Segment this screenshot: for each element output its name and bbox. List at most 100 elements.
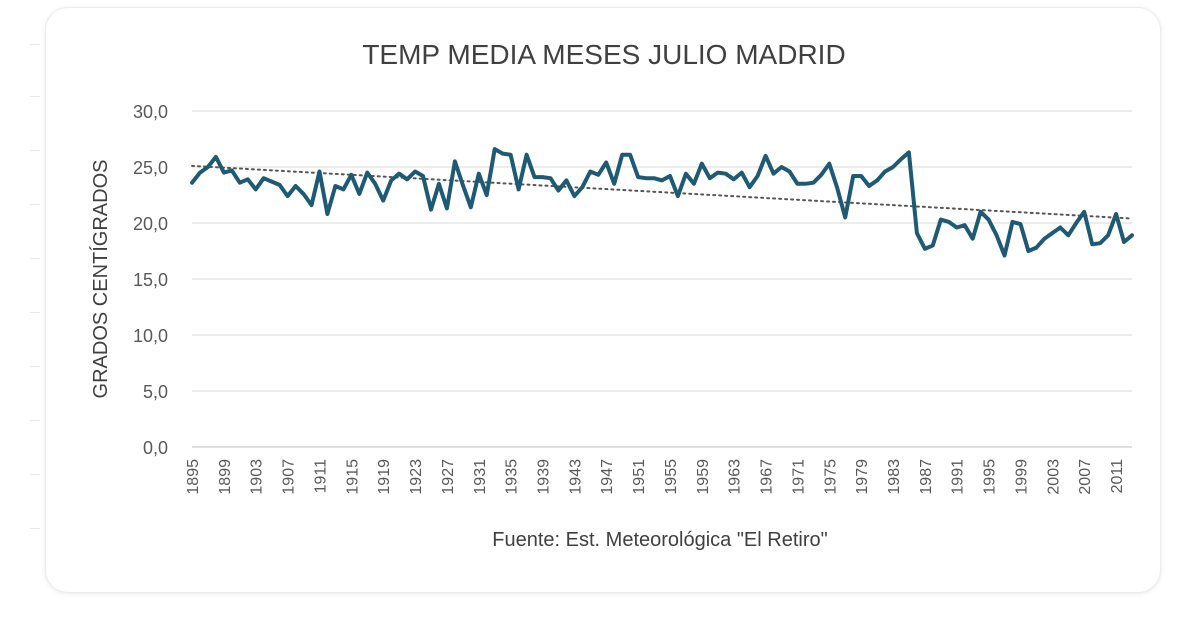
- data-point: [325, 212, 329, 216]
- data-point: [357, 192, 361, 196]
- data-point: [1074, 221, 1078, 225]
- sheet-gridline: [30, 96, 40, 97]
- data-point: [270, 180, 274, 184]
- sheet-gridline: [30, 366, 40, 367]
- data-point: [867, 184, 871, 188]
- x-tick-label: 1911: [312, 459, 329, 494]
- data-point: [596, 173, 600, 177]
- data-point: [262, 176, 266, 180]
- x-tick-label: 1967: [759, 459, 776, 495]
- y-tick-label: 5,0: [143, 382, 168, 402]
- data-point: [939, 218, 943, 222]
- data-point: [572, 194, 576, 198]
- data-point: [413, 170, 417, 174]
- data-point: [620, 153, 624, 157]
- data-point: [979, 210, 983, 214]
- data-point: [333, 184, 337, 188]
- data-point: [604, 161, 608, 165]
- series-line: [190, 147, 1134, 258]
- data-point: [405, 177, 409, 181]
- data-point: [533, 175, 537, 179]
- x-tick-label: 1959: [695, 459, 712, 495]
- data-point: [238, 181, 242, 185]
- data-point: [628, 153, 632, 157]
- x-tick-label: 1995: [982, 459, 999, 495]
- x-tick-label: 1943: [567, 459, 584, 495]
- data-point: [772, 172, 776, 176]
- data-point: [995, 233, 999, 237]
- data-point: [525, 153, 529, 157]
- data-point: [788, 170, 792, 174]
- data-point: [1050, 231, 1054, 235]
- data-point: [732, 177, 736, 181]
- x-tick-label: 1919: [376, 459, 393, 495]
- data-point: [477, 172, 481, 176]
- data-point: [445, 206, 449, 210]
- data-point: [206, 165, 210, 169]
- data-point: [437, 182, 441, 186]
- data-point: [580, 185, 584, 189]
- data-point: [748, 185, 752, 189]
- x-tick-label: 1991: [950, 459, 967, 495]
- data-point: [644, 176, 648, 180]
- data-point: [780, 165, 784, 169]
- x-tick-label: 1923: [408, 459, 425, 495]
- x-tick-label: 2003: [1045, 459, 1062, 495]
- data-point: [971, 237, 975, 241]
- data-point: [1098, 241, 1102, 245]
- y-axis-ticks: 0,0 5,0 10,0 15,0 20,0 25,0 30,0: [133, 102, 168, 458]
- data-point: [931, 243, 935, 247]
- data-point: [429, 208, 433, 212]
- data-point: [708, 176, 712, 180]
- data-point: [294, 184, 298, 188]
- data-point: [716, 171, 720, 175]
- data-point: [963, 223, 967, 227]
- x-tick-label: 1999: [1013, 459, 1030, 495]
- data-point: [819, 173, 823, 177]
- data-point: [676, 194, 680, 198]
- data-point: [517, 187, 521, 191]
- x-tick-label: 1971: [790, 459, 807, 495]
- data-point: [987, 218, 991, 222]
- y-tick-label: 15,0: [133, 270, 168, 290]
- x-tick-label: 1983: [886, 459, 903, 495]
- data-point: [1066, 233, 1070, 237]
- sheet-gridline: [30, 258, 40, 259]
- sheet-gridline: [30, 528, 40, 529]
- data-point: [1130, 233, 1134, 237]
- y-tick-label: 25,0: [133, 158, 168, 178]
- data-point: [1034, 246, 1038, 250]
- data-point: [493, 147, 497, 151]
- data-point: [660, 178, 664, 182]
- x-tick-label: 1947: [599, 459, 616, 495]
- data-point: [230, 168, 234, 172]
- data-point: [756, 174, 760, 178]
- data-point: [190, 181, 194, 185]
- series: [190, 147, 1134, 258]
- x-tick-label: 1987: [918, 459, 935, 495]
- chart-frame[interactable]: [46, 8, 1160, 592]
- sheet-gridline: [30, 420, 40, 421]
- x-tick-label: 1955: [663, 459, 680, 495]
- data-point: [254, 187, 258, 191]
- data-point: [286, 194, 290, 198]
- data-point: [827, 162, 831, 166]
- x-tick-label: 1975: [822, 459, 839, 495]
- x-tick-label: 1951: [631, 459, 648, 495]
- data-point: [556, 189, 560, 193]
- x-tick-label: 1939: [536, 459, 553, 495]
- sheet-gridline: [30, 204, 40, 205]
- data-point: [764, 154, 768, 158]
- data-point: [668, 174, 672, 178]
- data-point: [875, 178, 879, 182]
- data-point: [947, 220, 951, 224]
- gridlines: [192, 110, 1132, 448]
- data-point: [907, 150, 911, 154]
- data-point: [859, 174, 863, 178]
- x-tick-label: 1903: [249, 459, 266, 495]
- data-point: [389, 178, 393, 182]
- data-point: [1114, 212, 1118, 216]
- data-point: [341, 187, 345, 191]
- x-tick-label: 1899: [217, 459, 234, 495]
